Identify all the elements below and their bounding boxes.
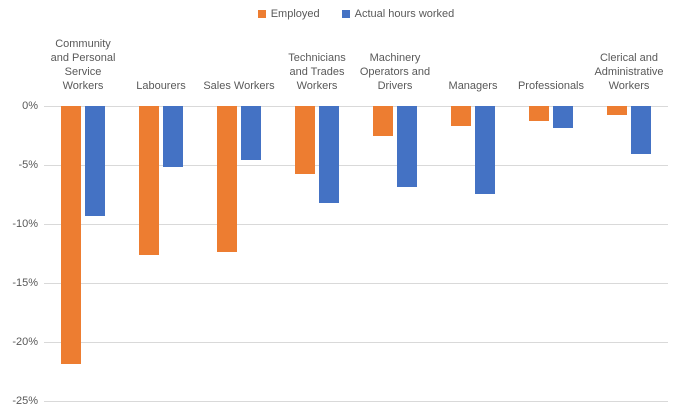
gridline bbox=[44, 400, 668, 402]
gridline bbox=[44, 105, 668, 107]
bar-employed bbox=[451, 105, 471, 126]
bar-employed bbox=[607, 105, 627, 115]
category-label-line: Operators and bbox=[359, 66, 431, 78]
category-label: Sales Workers bbox=[194, 79, 284, 93]
y-axis-tick-label: -5% bbox=[18, 158, 38, 171]
bar-employed bbox=[217, 105, 237, 252]
gridline bbox=[44, 164, 668, 166]
category-label-line: and Personal bbox=[50, 52, 116, 64]
category-label: Labourers bbox=[116, 79, 206, 93]
category-label: Clerical and Administrative Workers bbox=[584, 51, 674, 93]
bar-actual-hours-worked bbox=[85, 105, 105, 217]
category-label-line: Machinery bbox=[369, 52, 421, 64]
category-label-line: Managers bbox=[448, 80, 498, 92]
bar-actual-hours-worked bbox=[397, 105, 417, 187]
y-axis-tick-label: -15% bbox=[12, 276, 38, 289]
y-axis-tick-label: -25% bbox=[12, 394, 38, 407]
bar-employed bbox=[139, 105, 159, 256]
category-label-line: Workers bbox=[296, 80, 338, 92]
bar-actual-hours-worked bbox=[553, 105, 573, 128]
bar-employed bbox=[529, 105, 549, 121]
category-label-line: Labourers bbox=[136, 80, 186, 92]
category-label-line: Technicians bbox=[288, 52, 346, 64]
category-label: Community and Personal Service Workers bbox=[38, 37, 128, 93]
category-label-line: Drivers bbox=[377, 80, 413, 92]
category-label-line: Community bbox=[55, 38, 111, 50]
bar-actual-hours-worked bbox=[475, 105, 495, 194]
legend-swatch-employed bbox=[257, 10, 266, 18]
bar-employed bbox=[295, 105, 315, 174]
bar-actual-hours-worked bbox=[241, 105, 261, 160]
legend-swatch-actual-hours-worked bbox=[341, 10, 350, 18]
legend-label: Actual hours worked bbox=[354, 8, 455, 20]
legend-item-actual-hours-worked: Actual hours worked bbox=[341, 8, 455, 20]
category-label: Professionals bbox=[506, 79, 596, 93]
y-axis-tick-label: 0% bbox=[22, 99, 38, 112]
category-label-line: Clerical and bbox=[599, 52, 659, 64]
bar-employed bbox=[373, 105, 393, 137]
category-label: Managers bbox=[428, 79, 518, 93]
bar-actual-hours-worked bbox=[319, 105, 339, 204]
y-axis-tick-label: -10% bbox=[12, 217, 38, 230]
category-label: Technicians and Trades Workers bbox=[272, 51, 362, 93]
legend-label: Employed bbox=[270, 8, 320, 20]
category-label-line: and Trades bbox=[289, 66, 345, 78]
bar-actual-hours-worked bbox=[631, 105, 651, 154]
gridline bbox=[44, 341, 668, 343]
chart-legend: Employed Actual hours worked bbox=[44, 8, 668, 20]
category-label-line: Sales Workers bbox=[203, 80, 275, 92]
category-label-line: Professionals bbox=[517, 80, 585, 92]
y-axis-tick-label: -20% bbox=[12, 335, 38, 348]
bar-actual-hours-worked bbox=[163, 105, 183, 167]
category-label-line: Workers bbox=[62, 80, 104, 92]
gridline bbox=[44, 282, 668, 284]
category-label-line: Service bbox=[64, 66, 102, 78]
legend-item-employed: Employed bbox=[257, 8, 320, 20]
category-label-line: Workers bbox=[608, 80, 650, 92]
bar-employed bbox=[61, 105, 81, 364]
category-label-line: Administrative bbox=[594, 66, 664, 78]
category-label: Machinery Operators and Drivers bbox=[350, 51, 440, 93]
gridline bbox=[44, 223, 668, 225]
